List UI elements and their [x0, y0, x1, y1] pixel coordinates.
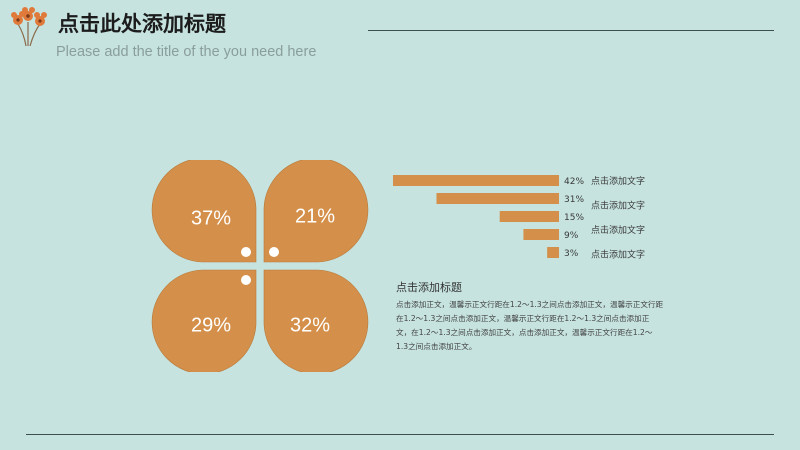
bar-value-label-1: 42%: [564, 177, 584, 187]
petal-1: [151, 160, 257, 263]
bar-category-label-3: 点击添加文字: [591, 224, 645, 236]
description-title: 点击添加标题: [396, 281, 462, 294]
petal-label-1: 37%: [191, 207, 231, 229]
header-divider: [368, 30, 774, 31]
bar-value-label-5: 3%: [564, 249, 579, 259]
description-body: 点击添加正文，温馨示正文行距在1.2～1.3之间点击添加正文，温馨示正文行距在1…: [396, 300, 664, 351]
bar-5: [547, 247, 559, 258]
petal-label-4: 32%: [290, 314, 330, 336]
petal-dot-3: [241, 275, 251, 285]
bar-4: [523, 229, 559, 240]
bar-category-label-1: 点击添加文字: [591, 175, 645, 187]
petal-dot-1: [241, 247, 251, 257]
petal-4: [263, 269, 369, 372]
petal-label-3: 29%: [191, 314, 231, 336]
bar-value-label-2: 31%: [564, 195, 584, 205]
bar-value-label-3: 15%: [564, 213, 584, 223]
petal-dot-2: [269, 247, 279, 257]
petal-label-2: 21%: [295, 205, 335, 227]
bar-3: [499, 211, 559, 222]
four-petal-chart: 37% 21% 29% 32%: [151, 160, 369, 372]
bar-value-label-4: 9%: [564, 231, 579, 241]
bar-1: [393, 175, 559, 186]
page-subtitle: Please add the title of the you need her…: [56, 44, 317, 60]
bar-2: [436, 193, 559, 204]
bar-category-label-4: 点击添加文字: [591, 249, 645, 261]
orange-flowers-icon: [11, 7, 47, 47]
footer-divider: [26, 434, 774, 435]
petal-3: [151, 269, 257, 372]
petal-2: [263, 160, 369, 263]
page-title: 点击此处添加标题: [58, 12, 226, 36]
bar-category-label-2: 点击添加文字: [591, 200, 645, 212]
